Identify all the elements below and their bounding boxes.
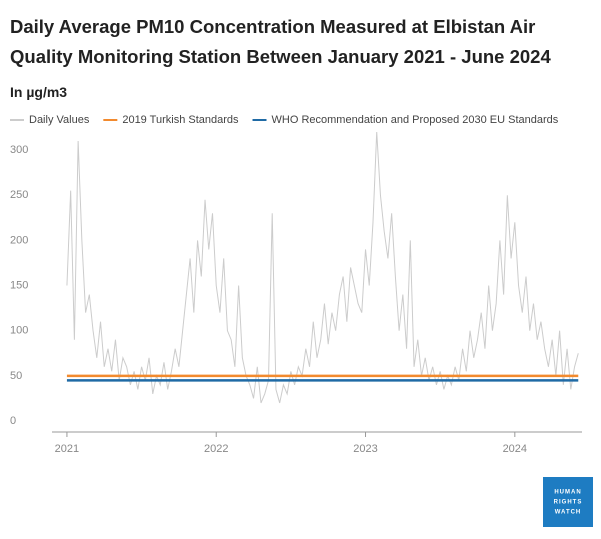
logo-text: RIGHTS (554, 500, 583, 506)
y-tick-label: 0 (10, 415, 16, 427)
x-tick-label: 2023 (353, 443, 377, 455)
x-tick-label: 2021 (55, 443, 79, 455)
y-tick-label: 50 (10, 370, 22, 382)
logo-box (543, 477, 593, 527)
chart-subtitle: In µg/m3 (10, 84, 68, 100)
y-tick-label: 200 (10, 234, 28, 246)
x-tick-label: 2022 (204, 443, 228, 455)
logo-text: WATCH (555, 510, 582, 516)
chart-title: Daily Average PM10 Concentration Measure… (10, 16, 551, 67)
y-tick-label: 150 (10, 279, 28, 291)
y-tick-label: 250 (10, 189, 28, 201)
y-tick-label: 100 (10, 325, 28, 337)
x-tick-label: 2024 (503, 443, 527, 455)
data-line (66, 131, 579, 404)
y-tick-label: 300 (10, 144, 28, 156)
legend-label: 2019 Turkish Standards (122, 114, 239, 126)
legend-label: Daily Values (29, 114, 90, 126)
legend-label: WHO Recommendation and Proposed 2030 EU … (272, 114, 559, 126)
logo-text: HUMAN (554, 490, 581, 496)
